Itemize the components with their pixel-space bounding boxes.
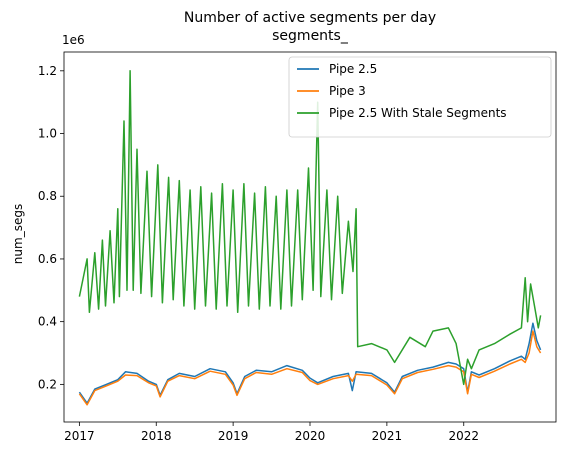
x-tick-label: 2020	[295, 429, 326, 443]
legend-label: Pipe 3	[329, 84, 366, 98]
x-tick-label: 2018	[141, 429, 172, 443]
axes-frame	[63, 51, 557, 423]
chart-subtitle: segments_	[272, 28, 349, 44]
y-axis-label: num_segs	[11, 204, 25, 264]
legend-label: Pipe 2.5 With Stale Segments	[329, 106, 507, 120]
y-tick-label: 0.2	[38, 377, 57, 391]
legend-label: Pipe 2.5	[329, 62, 377, 76]
y-offset-text: 1e6	[62, 33, 85, 47]
x-tick-label: 2019	[218, 429, 249, 443]
series-line-2	[78, 70, 542, 386]
series-line-1	[78, 330, 542, 406]
x-tick-label: 2017	[64, 429, 95, 443]
chart-title: Number of active segments per day	[184, 10, 436, 26]
y-tick-label: 0.8	[38, 189, 57, 203]
x-tick-label: 2022	[448, 429, 479, 443]
legend-box	[288, 56, 552, 138]
y-tick-label: 0.6	[38, 252, 57, 266]
axis-ticks: 2017 2018 2019 2020 2021 2022 0.2 0.4 0.6 0.8 1.0 1…	[38, 64, 479, 443]
plot-area	[78, 70, 542, 406]
x-tick-label: 2021	[372, 429, 403, 443]
legend: Pipe 2.5 Pipe 3 Pipe 2.5 With Stale Segmen…	[288, 56, 552, 138]
y-tick-label: 1.2	[38, 64, 57, 78]
y-tick-label: 0.4	[38, 315, 57, 329]
series-line-0	[78, 322, 542, 404]
y-tick-label: 1.0	[38, 127, 57, 141]
